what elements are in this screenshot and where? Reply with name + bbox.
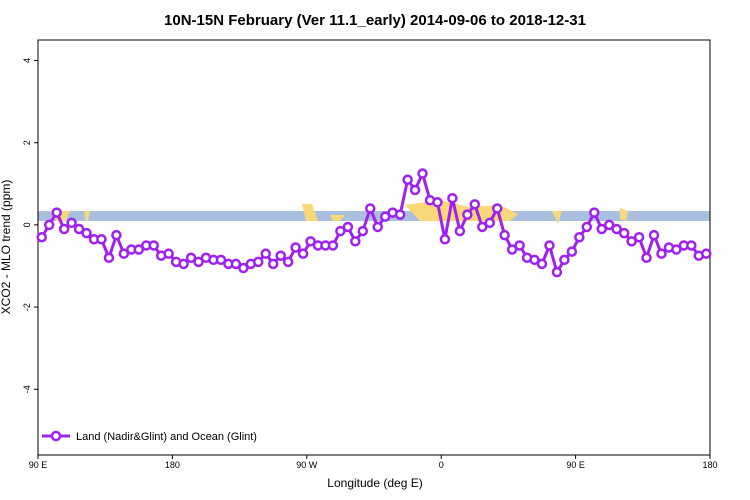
data-point: [656, 248, 667, 259]
data-point: [66, 217, 77, 229]
x-tick-label: 90 E: [566, 460, 585, 470]
data-point: [103, 252, 115, 264]
data-point: [282, 256, 294, 268]
data-point: [514, 240, 525, 251]
legend-label: Land (Nadir&Glint) and Ocean (Glint): [76, 431, 257, 443]
y-tick-label: 4: [22, 58, 32, 63]
land-patch: [620, 208, 628, 221]
data-point: [215, 254, 227, 266]
data-point: [51, 207, 62, 218]
y-tick-label: 0: [22, 222, 32, 227]
data-point: [350, 236, 361, 247]
data-point: [357, 225, 369, 237]
data-point: [327, 240, 339, 251]
data-point: [491, 203, 503, 214]
x-tick-label: 90 W: [296, 460, 318, 470]
data-point: [536, 258, 548, 270]
y-tick-label: 2: [22, 140, 32, 145]
data-point: [133, 244, 145, 255]
y-tick-label: -4: [22, 385, 32, 393]
data-point: [58, 223, 70, 235]
land-patch: [552, 211, 562, 224]
data-point: [439, 234, 451, 245]
data-point: [305, 236, 316, 247]
land-patch: [330, 215, 345, 221]
plot-frame: [37, 39, 711, 456]
data-point: [506, 244, 518, 255]
land-patch: [302, 204, 318, 221]
data-point: [43, 219, 55, 231]
data-point: [81, 227, 92, 239]
data-point: [701, 248, 712, 259]
data-point: [454, 225, 466, 237]
x-tick-label: 180: [165, 460, 180, 470]
data-point: [372, 221, 383, 233]
y-tick-label: -2: [22, 303, 32, 311]
data-point: [641, 252, 652, 264]
data-point: [477, 221, 488, 233]
data-point: [73, 223, 85, 235]
x-tick-label: 180: [702, 460, 717, 470]
data-point: [611, 223, 622, 235]
data-point: [230, 258, 242, 270]
chart-title: 10N-15N February (Ver 11.1_early) 2014-0…: [164, 12, 586, 29]
data-point: [402, 174, 413, 185]
data-point: [96, 234, 107, 245]
data-point: [671, 244, 682, 255]
data-point: [379, 211, 391, 222]
data-point: [469, 199, 481, 210]
data-point: [603, 219, 615, 231]
data-point: [574, 231, 585, 243]
data-point: [499, 229, 510, 241]
x-axis-label: Longitude (deg E): [327, 476, 422, 490]
data-point: [267, 258, 279, 270]
data-point: [178, 258, 189, 270]
data-point: [193, 256, 204, 268]
data-point: [238, 262, 249, 274]
data-point: [529, 254, 540, 266]
data-point: [163, 248, 174, 259]
legend-marker: [50, 430, 62, 442]
data-point: [417, 168, 428, 179]
data-point: [253, 256, 264, 268]
data-point: [447, 192, 458, 204]
data-point: [409, 184, 421, 196]
data-point: [626, 236, 637, 247]
data-point: [559, 254, 570, 266]
data-point: [462, 209, 473, 220]
data-point: [260, 248, 271, 259]
data-point: [551, 266, 563, 278]
y-axis-label: XCO2 - MLO trend (ppm): [0, 180, 13, 315]
data-point: [618, 227, 630, 239]
data-point: [589, 207, 600, 218]
data-point: [290, 242, 301, 253]
data-point: [148, 240, 159, 251]
data-point: [596, 223, 607, 235]
data-point: [648, 229, 660, 241]
data-point: [335, 225, 346, 237]
data-point: [275, 250, 286, 261]
data-point: [185, 252, 197, 264]
x-tick-label: 90 E: [29, 460, 48, 470]
data-point: [365, 203, 376, 214]
data-point: [686, 240, 697, 251]
data-point: [633, 231, 645, 243]
x-tick-label: 0: [439, 460, 444, 470]
data-point: [36, 231, 47, 243]
data-point: [432, 197, 443, 208]
data-point: [118, 248, 130, 259]
data-point: [297, 248, 309, 259]
data-point: [566, 246, 578, 257]
data-point: [394, 209, 406, 220]
land-patch: [84, 211, 90, 221]
data-point: [581, 221, 593, 233]
data-point: [111, 229, 122, 241]
data-point: [544, 240, 555, 251]
data-point: [342, 221, 354, 233]
data-point: [484, 217, 495, 229]
